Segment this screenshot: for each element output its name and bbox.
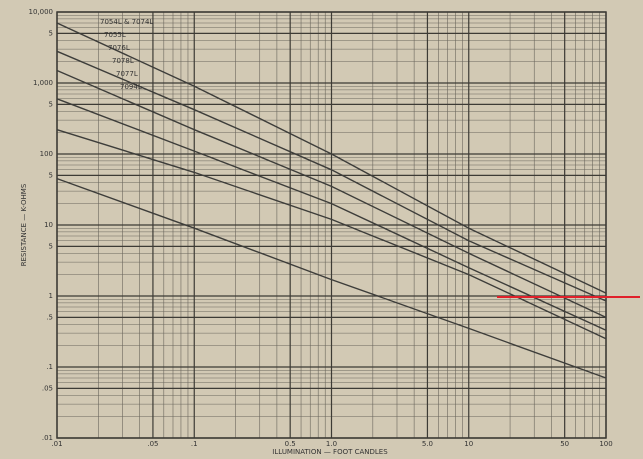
x-tick-label: .05 xyxy=(147,440,158,448)
series-line xyxy=(56,22,607,294)
series-line xyxy=(56,69,607,319)
y-tick-label: .01 xyxy=(42,434,53,442)
x-tick-label: 0.5 xyxy=(285,440,296,448)
y-axis-title: RESISTANCE — K-OHMS xyxy=(20,183,28,266)
series-label: 7078L xyxy=(112,57,134,65)
x-tick-label: 50 xyxy=(560,440,569,448)
x-axis-title: ILLUMINATION — FOOT CANDLES xyxy=(272,448,388,456)
series-line xyxy=(56,98,607,331)
series-line xyxy=(56,50,607,302)
y-tick-label: 5 xyxy=(49,100,53,108)
plot: 7054L & 7074L 7055L 7076L 7078L 7077L 7094L xyxy=(56,18,607,379)
y-tick-label: 5 xyxy=(49,171,53,179)
series-line xyxy=(56,177,607,379)
y-tick-label: 10 xyxy=(44,221,53,229)
y-tick-label: 1 xyxy=(49,292,53,300)
x-tick-label: .01 xyxy=(51,440,62,448)
series-label: 7077L xyxy=(116,70,138,78)
y-tick-label: .05 xyxy=(42,384,53,392)
y-tick-label: 1,000 xyxy=(33,79,53,87)
series-label: 7055L xyxy=(104,31,126,39)
y-tick-label: .5 xyxy=(46,313,53,321)
series-label: 7054L & 7074L xyxy=(100,18,153,26)
y-tick-label: 100 xyxy=(40,150,53,158)
y-tick-label: 5 xyxy=(49,29,53,37)
y-tick-label: 5 xyxy=(49,242,53,250)
series-label: 7094L xyxy=(120,83,142,91)
x-tick-label: 1.0 xyxy=(326,440,337,448)
x-tick-label: 10 xyxy=(464,440,473,448)
x-tick-label: 100 xyxy=(599,440,612,448)
grid xyxy=(56,11,607,439)
series-label: 7076L xyxy=(108,44,130,52)
x-tick-label: .1 xyxy=(191,440,198,448)
x-tick-label: 5.0 xyxy=(422,440,433,448)
y-tick-label: .1 xyxy=(46,363,53,371)
plot-frame xyxy=(56,11,607,439)
series-line xyxy=(56,129,607,340)
y-tick-label: 10,000 xyxy=(29,8,54,16)
